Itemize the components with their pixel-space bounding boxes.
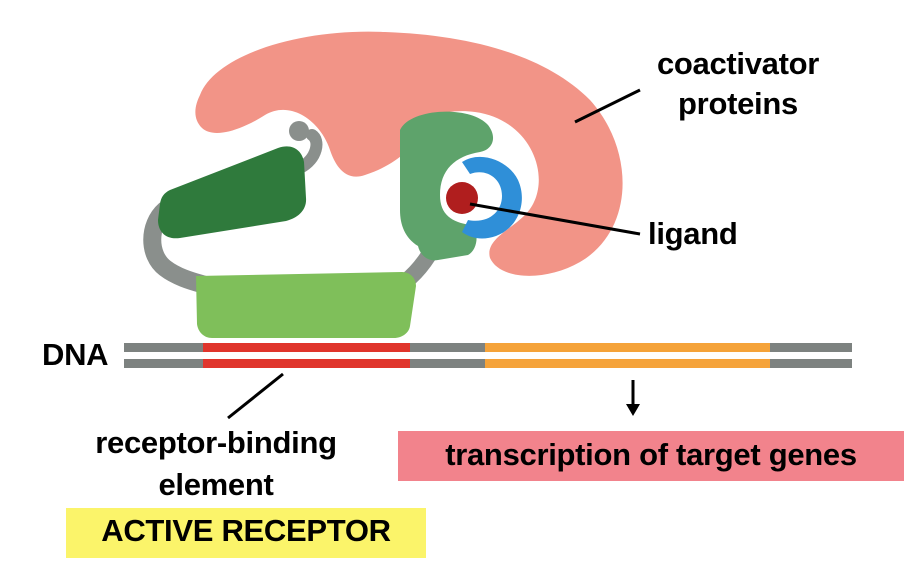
ligand-leader-line [469,202,641,236]
transcription-box [398,431,904,481]
transcription-arrowhead [626,404,640,416]
receptor-binding-element-label: receptor-binding element [95,425,337,502]
coactivator-proteins-label: coactivator proteins [656,46,820,121]
coactivator-protein-shape [195,31,623,276]
coactivator-leader-line [574,88,641,124]
transcription-label: transcription of target genes [445,437,857,472]
binding-element-leader-line [227,372,284,420]
ligand-ball [446,182,478,214]
ligand-label: ligand [648,216,738,251]
ligand-pocket-shape [462,156,522,239]
active-receptor-label: ACTIVE RECEPTOR [101,513,391,548]
receptor-linker-left [143,201,214,294]
receptor-linker-knob [289,121,309,141]
receptor-dark-green-domain [158,146,307,239]
dna-label: DNA [42,337,109,372]
active-receptor-box [66,508,426,558]
dna-double-strand [124,343,852,368]
receptor-dna-binding-domain [196,272,416,338]
receptor-ligand-binding-domain [400,111,494,261]
